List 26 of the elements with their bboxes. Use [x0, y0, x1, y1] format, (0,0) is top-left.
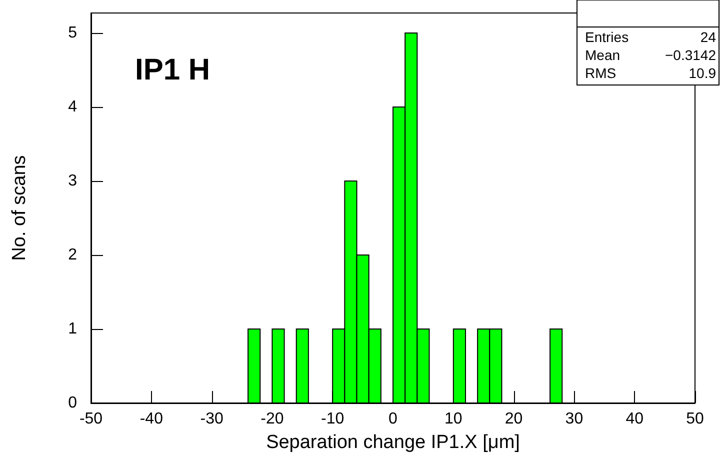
x-tick-label: -20	[260, 410, 284, 428]
x-tick-label: 30	[565, 410, 584, 428]
text: IP1 H	[135, 54, 210, 86]
x-tick-label: 20	[504, 410, 523, 428]
y-tick-label: 1	[68, 320, 78, 338]
y-tick-label: 5	[68, 24, 78, 42]
x-tick-label: 50	[686, 410, 704, 428]
annotation: Entries	[585, 29, 629, 45]
y-axis-title: No. of scans	[9, 155, 30, 261]
x-tick-label: -10	[321, 410, 344, 428]
annotation: RMS	[585, 65, 616, 81]
annotation: 10.9	[688, 65, 716, 81]
text: 24	[700, 29, 716, 45]
y-tick-label: 0	[68, 394, 78, 412]
x-tick-label: 10	[444, 410, 462, 428]
annotation: Mean	[585, 47, 620, 63]
x-tick-label: -40	[140, 410, 164, 428]
x-axis-title: Separation change IP1.X [μm]	[266, 432, 520, 453]
y-tick-label: 2	[68, 246, 78, 264]
y-tick-label: 3	[68, 172, 78, 190]
annotation: −0.3142	[665, 47, 716, 63]
x-tick-label: 40	[626, 410, 644, 428]
x-tick-label: -30	[200, 410, 224, 428]
y-tick-label: 4	[68, 98, 78, 116]
x-tick-label: -50	[79, 410, 103, 428]
x-tick-label: 0	[388, 410, 398, 428]
